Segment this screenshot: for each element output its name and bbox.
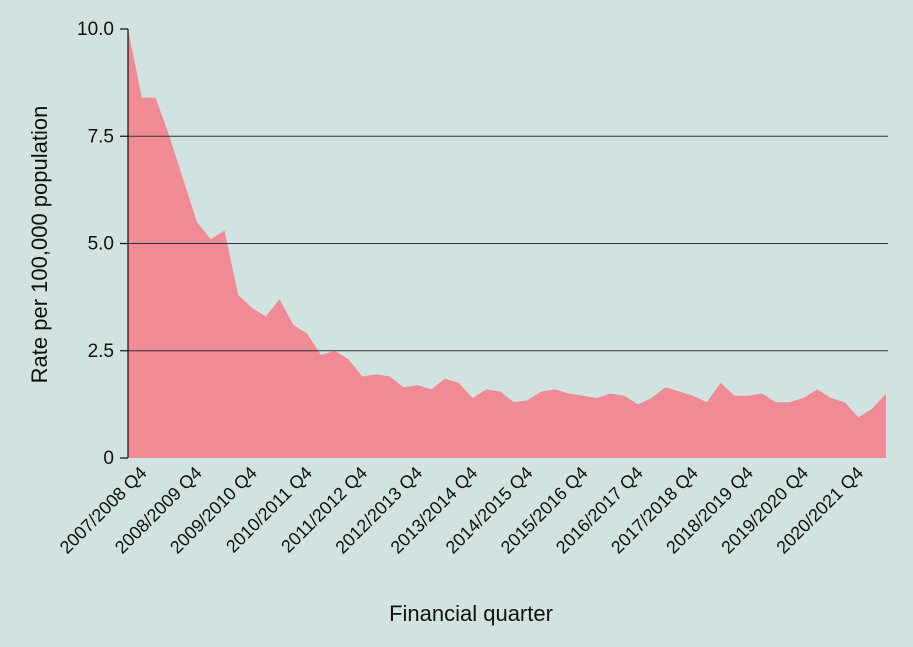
y-tick-label: 0 [103,448,114,469]
x-axis-title: Financial quarter [389,601,553,626]
y-tick-label: 5.0 [88,234,114,255]
axes [120,28,888,459]
y-tick-label: 2.5 [88,341,114,362]
y-tick-labels: 0 2.5 5.0 7.5 10.0 [77,19,114,469]
y-tick-label: 7.5 [88,126,114,147]
y-axis-title: Rate per 100,000 population [27,106,52,384]
y-tick-label: 10.0 [77,19,114,40]
